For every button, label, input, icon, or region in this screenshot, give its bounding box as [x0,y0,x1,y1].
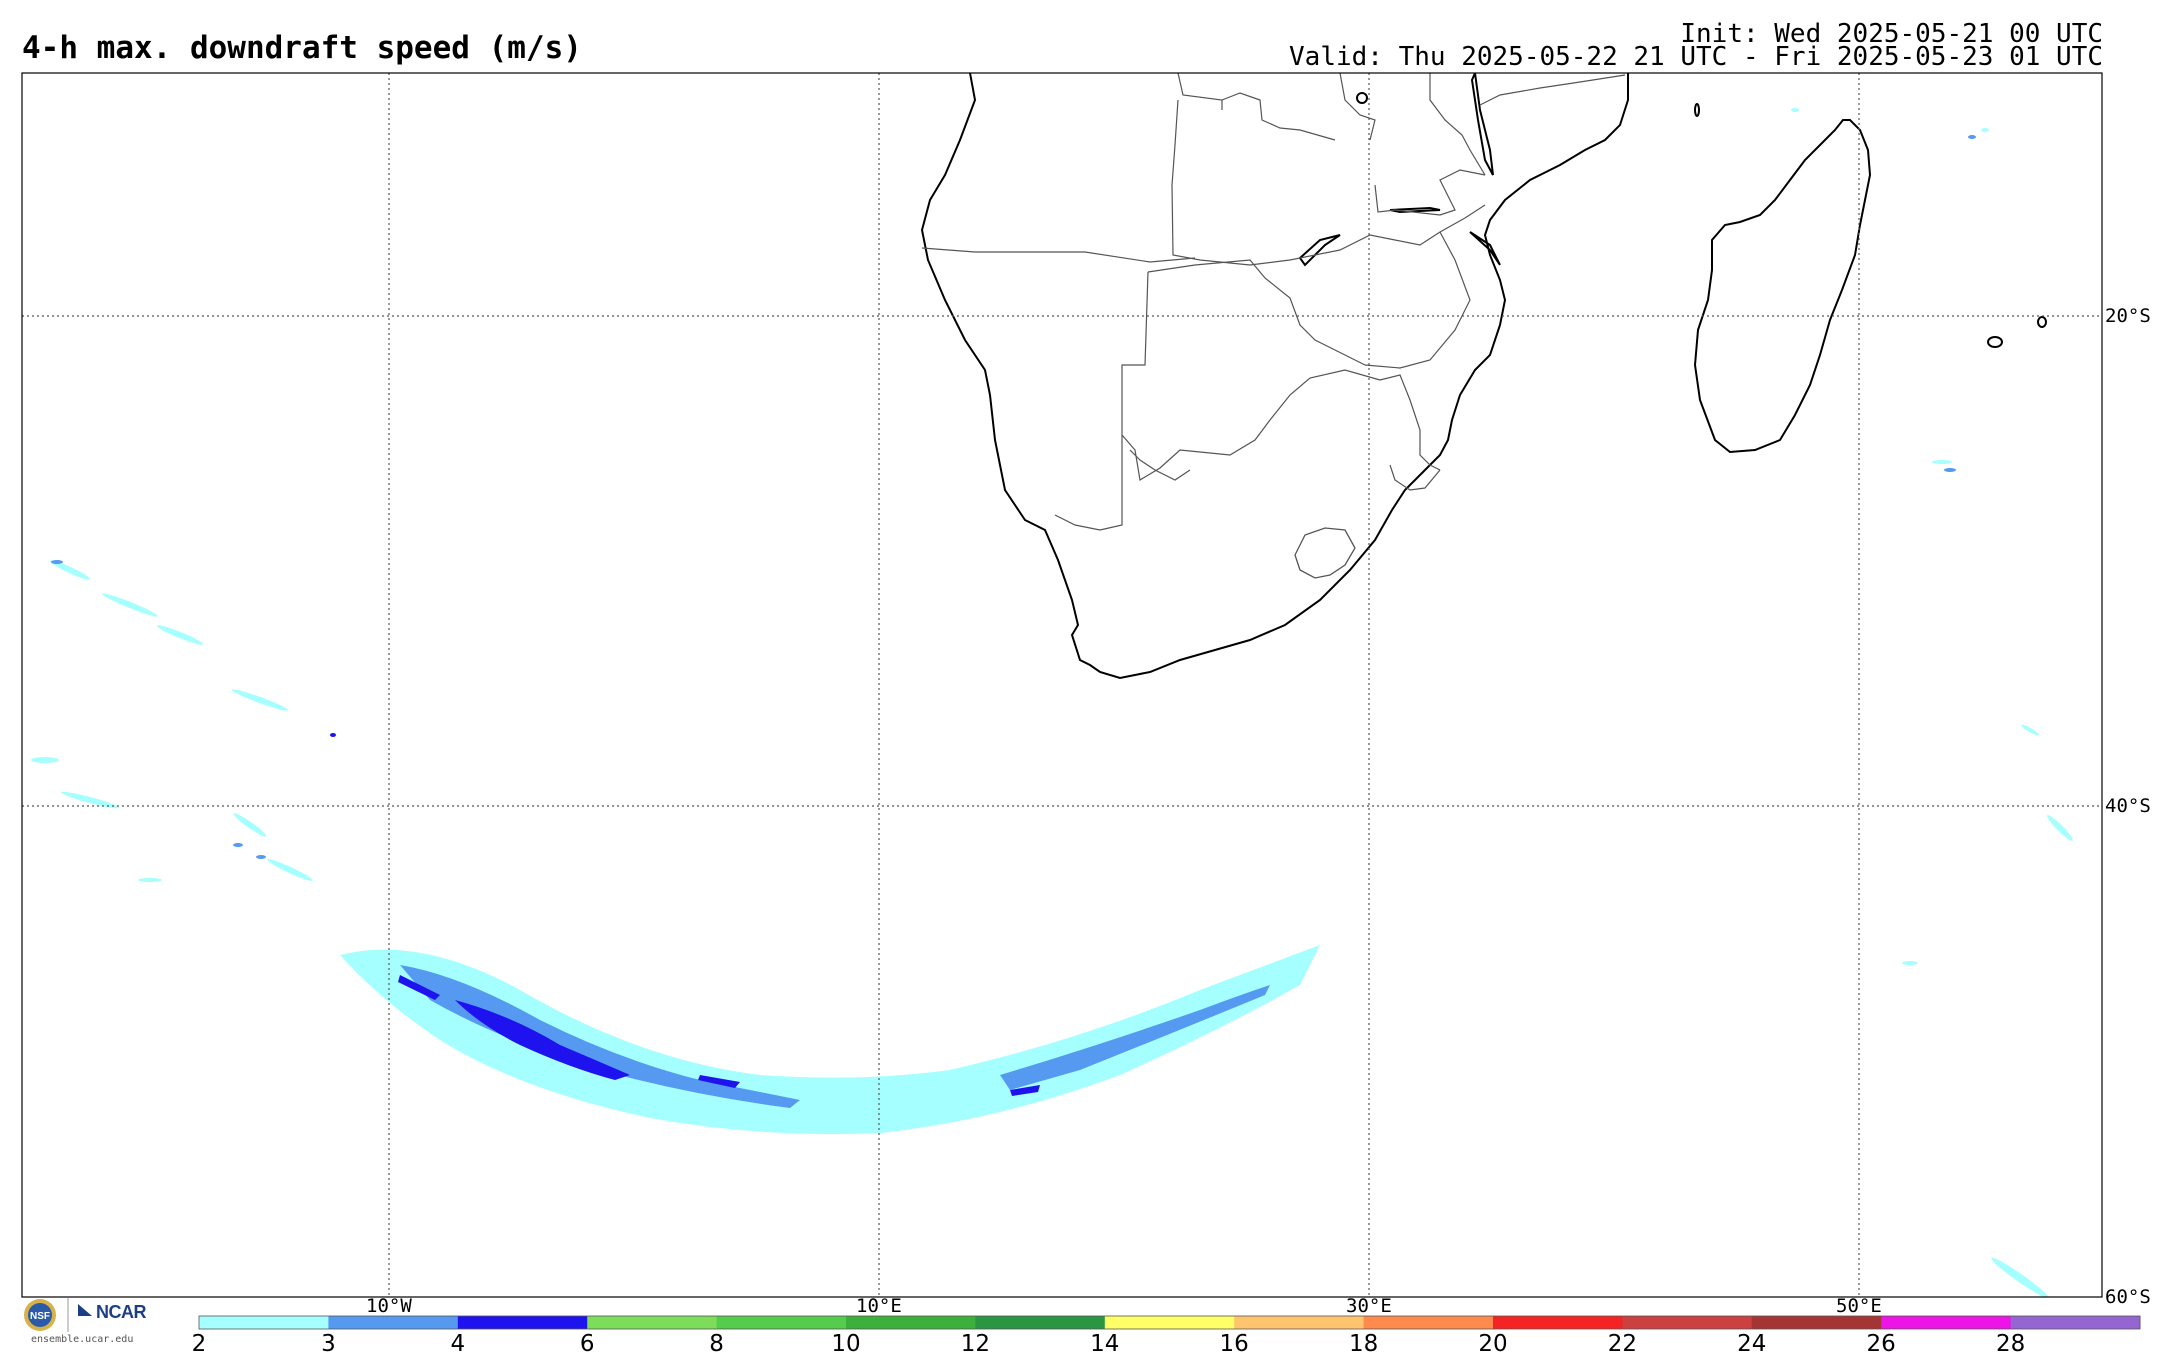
downdraft-flecks-blue [51,135,1976,859]
downdraft-field [31,108,2073,1297]
init-time: Init: Wed 2025-05-21 00 UTC [1680,19,2103,49]
downdraft-band-light [340,945,1320,1134]
africa-coastline [920,73,1629,680]
downdraft-band-core [455,1000,630,1080]
downdraft-band-core-3 [698,1075,740,1088]
downdraft-flecks-west [31,560,313,882]
svg-text:NSF: NSF [30,1311,50,1322]
downdraft-band-medium [400,965,800,1108]
page-title: 4-h max. downdraft speed (m/s) [22,30,582,66]
lake-kariba [1298,234,1341,267]
lon-label-50e: 50°E [1836,1295,1882,1317]
lesotho-outline [1294,527,1356,579]
lon-label-30e: 30°E [1346,1295,1392,1317]
map-frame [21,72,2103,1298]
madagascar-coastline [1693,119,1872,454]
downdraft-band-core-2 [398,975,440,1000]
valid-time: Valid: Thu 2025-05-22 21 UTC - Fri 2025-… [1289,42,2103,72]
lake-malawi [1470,73,1494,176]
graticule [22,73,2102,1297]
downdraft-band-medium-east [1000,985,1270,1090]
lat-label-20s: 20°S [2105,305,2151,327]
lon-label-10e: 10°E [856,1295,902,1317]
logo-area: NSF NCAR ensemble.ucar.edu [22,1296,172,1348]
downdraft-flecks-east [1791,108,2073,1297]
nsf-seal-icon: NSF [24,1298,92,1332]
coastlines [920,73,2047,680]
lat-label-60s: 60°S [2105,1286,2151,1308]
ncar-logo-text: NCAR [96,1302,147,1322]
country-borders [921,73,1626,531]
downdraft-band-core-4 [1010,1085,1040,1096]
site-url: ensemble.ucar.edu [31,1334,134,1345]
lon-label-10w: 10°W [366,1295,412,1317]
lat-label-40s: 40°S [2105,795,2151,817]
